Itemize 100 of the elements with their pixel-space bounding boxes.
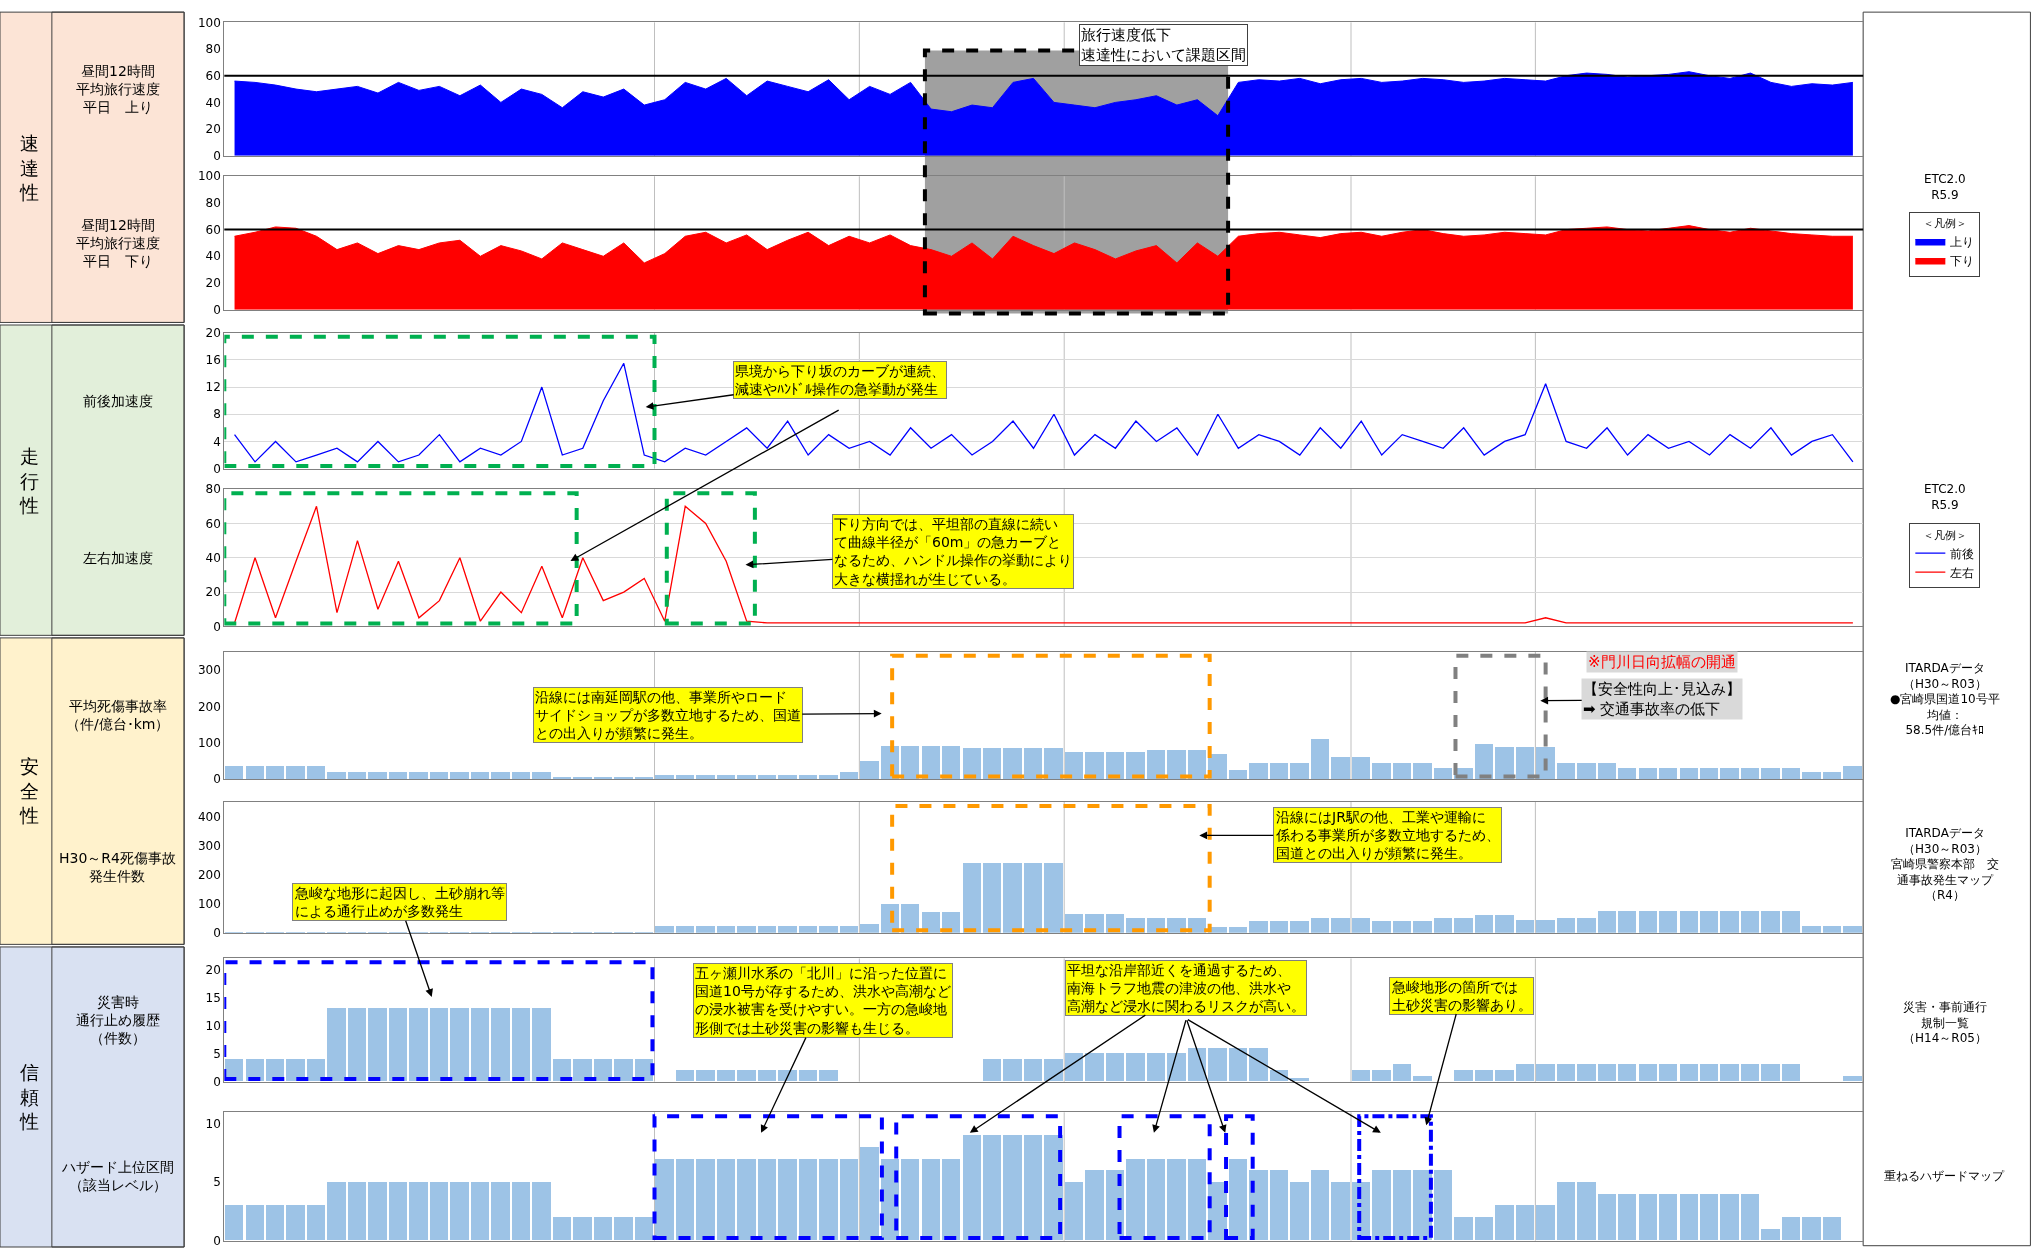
bar (1475, 1070, 1494, 1082)
y-axis-title: 平均死傷事故率（件/億台･km） (66, 698, 170, 733)
bar (1516, 1064, 1535, 1082)
bar (1126, 752, 1146, 779)
bar (1782, 911, 1801, 933)
y-tick-label: 10 (205, 1018, 221, 1033)
y-axis-title: 前後加速度 (83, 393, 153, 409)
bar (860, 761, 880, 779)
y-axis-title: 昼間12時間平均旅行速度平日 下り (76, 217, 160, 270)
bar (1270, 763, 1289, 779)
y-tick-label: 8 (213, 407, 221, 422)
bar (1843, 1076, 1863, 1082)
bar (1680, 1064, 1699, 1082)
bar (1331, 757, 1351, 779)
bar (1700, 1064, 1719, 1082)
bar (1024, 748, 1043, 779)
bar (1290, 921, 1310, 933)
y-tick-label: 0 (213, 1074, 221, 1089)
bar (491, 1182, 511, 1241)
bar (676, 775, 695, 779)
text: ITARDAデータ（H30～R03）●宮崎県国道10号平均値：58.5件/億台ｷﾛ (1890, 661, 2000, 738)
bar (1147, 750, 1166, 779)
bar (1270, 1170, 1289, 1241)
bar (512, 772, 531, 779)
bar (327, 1182, 347, 1241)
bar (1557, 1064, 1576, 1082)
line-series (233, 362, 1854, 463)
bar (1085, 1053, 1105, 1082)
bar (553, 1217, 572, 1241)
bar (1147, 1159, 1166, 1241)
text: 信頼性 (19, 1061, 39, 1133)
bar (983, 748, 1002, 779)
bar (1700, 911, 1719, 933)
bar (1741, 1194, 1760, 1241)
y-tick-label: 0 (213, 148, 221, 163)
bar (512, 1008, 531, 1082)
bar (389, 1182, 408, 1241)
bar (389, 772, 408, 779)
bar (327, 1008, 347, 1082)
text: 重ねるハザードマップ (1884, 1169, 2005, 1183)
annotation: 沿線には南延岡駅の他、事業所やロードサイドショップが多数立地するため、国道との出入りが頻繁に発生。 (535, 689, 801, 742)
legend-label: 下り (1950, 254, 1975, 269)
text: 災害・事前通行規制一覧（H14～R05） (1903, 1000, 1987, 1046)
bar (922, 746, 941, 779)
bar (327, 772, 347, 779)
bar (983, 1135, 1002, 1241)
bar (1352, 1070, 1371, 1082)
bar (1598, 1194, 1617, 1241)
bar (676, 1070, 695, 1082)
bar (1720, 911, 1740, 933)
y-tick-label: 0 (213, 926, 221, 941)
bar (635, 1217, 654, 1241)
bar (1024, 1135, 1043, 1241)
y-tick-label: 20 (205, 122, 221, 137)
bar (409, 1008, 429, 1082)
bar (1085, 1170, 1105, 1241)
bar (430, 1182, 449, 1241)
bar (1536, 920, 1556, 933)
bar (450, 772, 470, 779)
bar (1802, 1217, 1822, 1241)
y-tick-label: 100 (198, 15, 221, 30)
bar (1598, 911, 1617, 933)
bar (1311, 739, 1330, 779)
bar (1085, 752, 1105, 779)
bar (717, 775, 736, 779)
bar (1495, 747, 1515, 779)
bar (225, 1205, 244, 1241)
bar (348, 1008, 367, 1082)
bar (1413, 1076, 1433, 1082)
bar (1352, 918, 1371, 933)
bar (532, 1008, 552, 1082)
bar (1229, 1159, 1248, 1241)
bar (778, 775, 798, 779)
bar (368, 1008, 388, 1082)
bar (1270, 921, 1289, 933)
bar (1024, 1059, 1043, 1082)
bar (1577, 1182, 1597, 1241)
bar (1188, 1048, 1207, 1082)
bar (1639, 768, 1658, 779)
bar (1659, 911, 1678, 933)
bar (1249, 921, 1269, 933)
bar (696, 1159, 716, 1241)
y-tick-label: 60 (205, 222, 221, 237)
bar (901, 746, 920, 779)
bar (246, 766, 265, 779)
bar (1229, 1048, 1248, 1082)
bar (1680, 911, 1699, 933)
bar (1536, 1205, 1556, 1241)
bar (225, 766, 244, 779)
bar (1372, 763, 1392, 779)
bar (983, 1059, 1002, 1082)
bar (512, 1182, 531, 1241)
y-tick-label: 10 (205, 1117, 221, 1132)
y-tick-label: 0 (213, 619, 221, 634)
bar (737, 1070, 757, 1082)
y-tick-label: 12 (205, 380, 221, 395)
bar (1167, 750, 1187, 779)
bar (655, 775, 675, 779)
bar (1639, 1194, 1658, 1241)
bar (1536, 747, 1556, 779)
